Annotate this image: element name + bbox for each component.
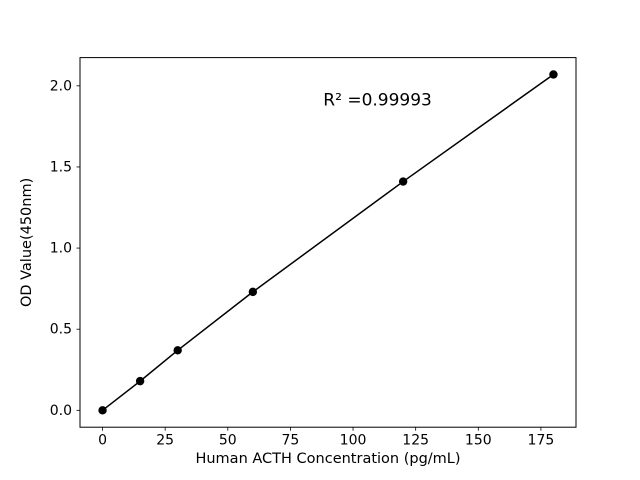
axes-spines [79,57,577,428]
standard-curve-line [101,73,555,412]
data-point [98,406,107,415]
data-point [398,177,408,186]
x-tick-label: 25 [156,433,174,449]
y-tick-label: 2.0 [50,78,72,94]
plot-area [80,57,576,428]
data-point [248,287,258,297]
x-tick-label: 50 [219,433,237,449]
r-squared-annotation: R² =0.99993 [323,91,432,111]
x-tick-label: 100 [340,433,367,449]
data-point [549,70,558,79]
x-tick-label: 0 [98,433,107,449]
x-tick-label: 75 [282,433,300,449]
x-tick-label: 150 [465,433,492,449]
data-point [173,346,182,355]
y-tick-label: 0.5 [50,322,72,338]
y-tick-label: 1.5 [50,159,72,175]
y-tick-label: 0.0 [50,403,72,419]
y-tick-label: 1.0 [50,241,72,257]
data-point [135,376,145,386]
y-axis-label: OD Value(450nm) [19,178,35,307]
x-tick-label: 125 [402,433,429,449]
x-axis-label: Human ACTH Concentration (pg/mL) [195,451,460,467]
x-tick-label: 175 [528,433,555,449]
